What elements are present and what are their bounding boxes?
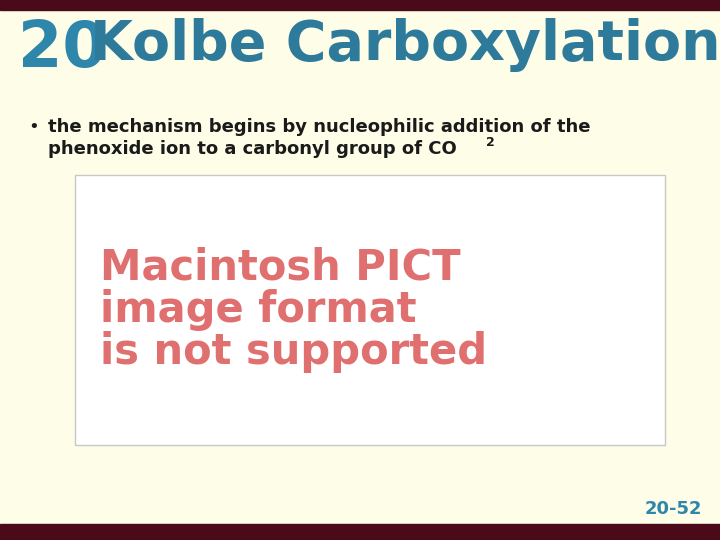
Text: is not supported: is not supported — [100, 331, 487, 373]
Text: the mechanism begins by nucleophilic addition of the: the mechanism begins by nucleophilic add… — [48, 118, 590, 136]
Bar — [0, 524, 720, 540]
Text: image format: image format — [100, 289, 417, 331]
Text: 20-52: 20-52 — [644, 500, 702, 518]
Text: 2: 2 — [486, 136, 495, 149]
Text: phenoxide ion to a carbonyl group of CO: phenoxide ion to a carbonyl group of CO — [48, 140, 456, 158]
Text: Kolbe Carboxylation: Kolbe Carboxylation — [90, 18, 720, 72]
Text: •: • — [28, 118, 39, 136]
Text: Macintosh PICT: Macintosh PICT — [100, 247, 461, 289]
Bar — [0, 0, 720, 10]
Bar — [75, 175, 665, 445]
Text: 20: 20 — [18, 18, 107, 80]
